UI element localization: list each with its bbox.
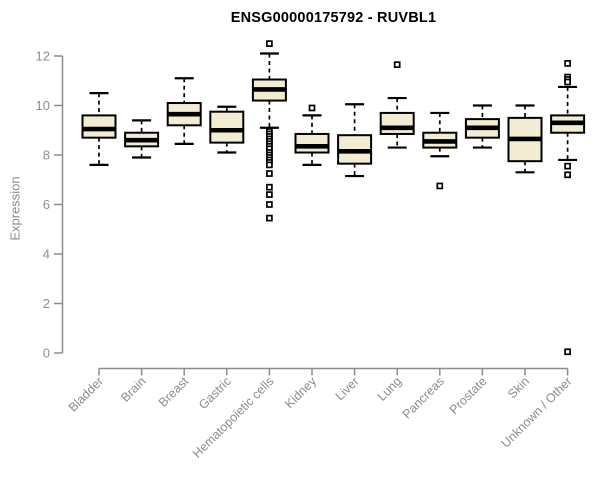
outlier-point-unknown-other [564,171,571,179]
outlier-point-hematopoietic-cells [266,40,273,47]
outlier-point-unknown-other [564,78,571,86]
y-tick-label: 2 [43,296,50,311]
x-tick-label: Liver [333,374,362,403]
y-tick-label: 12 [36,49,50,64]
outlier-point-kidney [308,104,316,112]
outlier-point-hematopoietic-cells [266,201,273,208]
outlier-point-pancreas [436,182,444,190]
x-tick-label: Brain [118,374,149,405]
box-bladder [81,114,117,139]
x-tick-label: Skin [505,374,532,401]
outlier-point-hematopoietic-cells [266,170,273,177]
outlier-point-unknown-other [564,348,571,356]
outlier-point-hematopoietic-cells [266,214,273,222]
y-tick-label: 0 [43,346,50,361]
outlier-point-unknown-other [564,60,571,67]
outlier-point-hematopoietic-cells [266,161,273,169]
y-tick-label: 10 [36,98,50,113]
x-tick-label: Gastric [196,374,234,412]
y-tick-label: 4 [43,247,50,262]
chart-title: ENSG00000175792 - RUVBL1 [230,10,437,26]
outlier-point-lung [393,61,401,69]
y-tick-label: 8 [43,148,50,163]
x-tick-label: Prostate [447,374,490,417]
outlier-point-hematopoietic-cells [266,191,273,198]
x-tick-label: Kidney [282,374,319,411]
box-gastric [209,110,245,144]
x-tick-label: Lung [375,374,405,404]
y-tick-label: 6 [43,197,50,212]
outlier-point-hematopoietic-cells [266,183,273,191]
x-tick-label: Pancreas [400,374,447,421]
x-tick-label: Hematopoietic cells [190,374,277,461]
box-lung [379,111,415,135]
outlier-point-unknown-other [564,162,571,170]
box-kidney [294,132,330,154]
x-tick-label: Breast [156,374,192,410]
x-tick-label: Bladder [66,374,106,414]
